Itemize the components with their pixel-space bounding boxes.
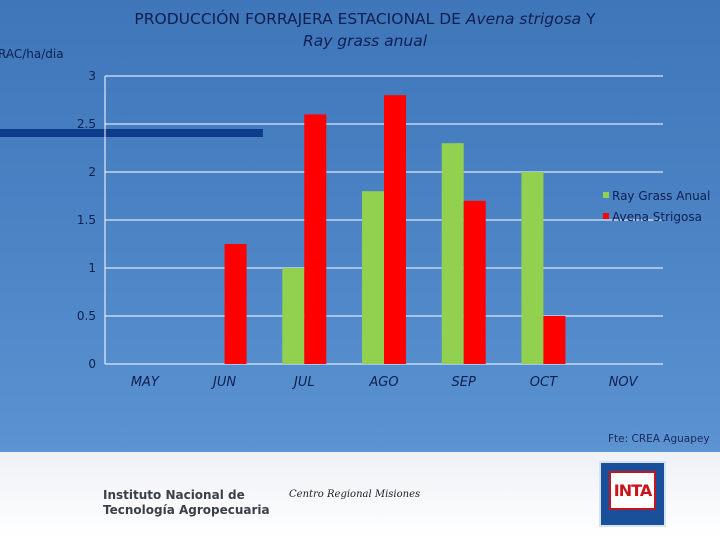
legend-swatch <box>603 213 609 219</box>
y-tick-label: 2 <box>88 165 96 179</box>
inta-logo: INTA <box>599 461 666 527</box>
chart-title: PRODUCCIÓN FORRAJERA ESTACIONAL DE Avena… <box>70 8 660 52</box>
y-tick-label: 1.5 <box>77 213 96 227</box>
institute-name: Instituto Nacional de Tecnología Agropec… <box>103 488 270 518</box>
y-tick-label: 0.5 <box>77 309 96 323</box>
bar-ray-grass-anual <box>362 191 384 364</box>
bar-avena-strigosa <box>384 95 406 364</box>
x-tick-label: NOV <box>609 375 639 390</box>
regional-center: Centro Regional Misiones <box>289 489 421 500</box>
legend-swatch <box>603 192 609 198</box>
bar-chart: 0 0.5 1 1.5 2 2.5 3 MAY JUN JUL AGO SEP OCT NOV Ray Gr… <box>77 69 710 390</box>
institute-line1: Instituto Nacional de <box>103 488 245 502</box>
title-species-avena: Avena strigosa <box>465 10 582 28</box>
bar-avena-strigosa <box>224 244 247 364</box>
y-tick-label: 0 <box>88 357 96 371</box>
y-tick-label: 2.5 <box>77 117 96 131</box>
legend-label: Ray Grass Anual <box>612 189 710 203</box>
bar-ray-grass-anual <box>282 268 305 364</box>
y-axis-unit-label: RAC/ha/dia <box>0 47 64 61</box>
title-part1: PRODUCCIÓN FORRAJERA ESTACIONAL DE <box>134 10 466 28</box>
bar-avena-strigosa <box>304 114 327 365</box>
title-part2: Y <box>581 10 596 28</box>
legend-label: Avena Strigosa <box>612 210 702 224</box>
bar-avena-strigosa <box>543 316 566 364</box>
x-tick-label: MAY <box>131 375 160 390</box>
bar-avena-strigosa <box>463 200 486 364</box>
x-tick-label: JUL <box>291 375 315 390</box>
y-tick-label: 3 <box>88 69 96 83</box>
y-tick-label: 1 <box>88 261 96 275</box>
decorative-accent-bar <box>0 129 263 137</box>
x-tick-label: JUN <box>210 375 236 390</box>
source-note: Fte: CREA Aguapey <box>608 433 710 445</box>
bar-ray-grass-anual <box>441 143 464 364</box>
title-species-raygrass: Ray grass anual <box>302 32 428 50</box>
x-tick-label: OCT <box>530 375 558 390</box>
bar-ray-grass-anual <box>521 172 544 364</box>
x-tick-label: AGO <box>368 375 398 390</box>
inta-logo-text: INTA <box>609 471 656 510</box>
institute-line2: Tecnología Agropecuaria <box>103 503 270 517</box>
x-tick-label: SEP <box>452 375 476 390</box>
